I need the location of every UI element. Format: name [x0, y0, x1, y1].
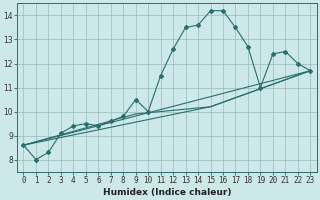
- X-axis label: Humidex (Indice chaleur): Humidex (Indice chaleur): [103, 188, 231, 197]
